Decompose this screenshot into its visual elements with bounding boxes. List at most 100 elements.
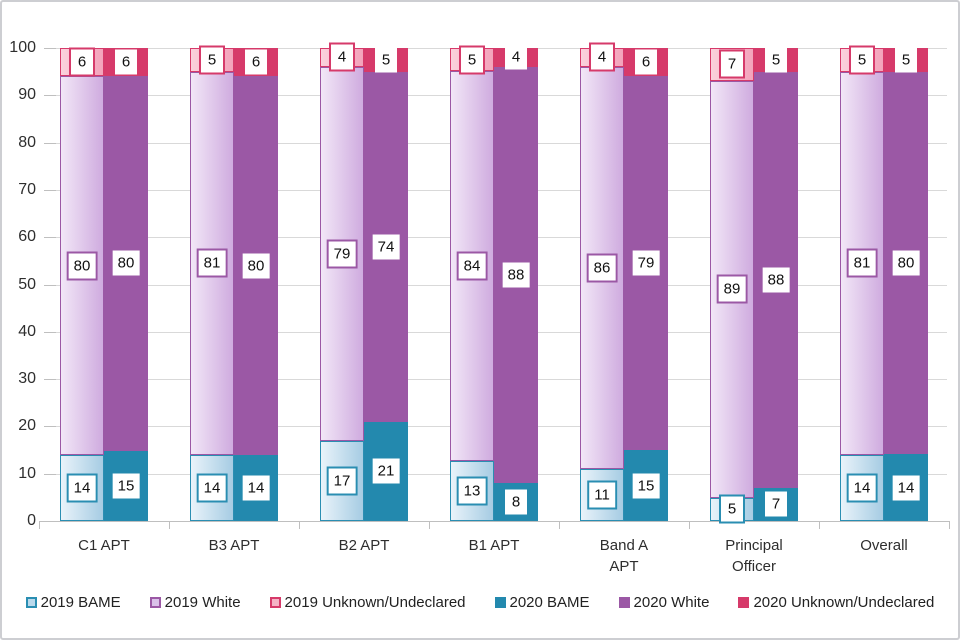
- data-label-2020-unknown-undeclared-band-a-apt: 6: [635, 49, 657, 75]
- data-label-2019-unknown-undeclared-principal-officer: 7: [719, 49, 745, 79]
- data-label-2020-bame-b1-apt: 8: [505, 489, 527, 515]
- y-axis-tick-60: [44, 237, 56, 239]
- category-label-overall: Overall: [819, 535, 949, 556]
- y-axis-tick-50: [44, 284, 56, 286]
- y-axis-label-50: 50: [18, 275, 36, 293]
- legend-swatch-2020-unknown-undeclared: [738, 597, 750, 608]
- data-label-2019-white-b3-apt: 81: [196, 248, 228, 278]
- data-label-2019-white-b1-apt: 84: [456, 251, 488, 281]
- y-axis-label-100: 100: [9, 39, 36, 56]
- data-label-2019-bame-principal-officer: 5: [719, 494, 745, 524]
- y-axis-tick-30: [44, 379, 56, 381]
- data-label-2020-unknown-undeclared-b2-apt: 5: [375, 47, 397, 73]
- x-axis-tick-4: [559, 521, 560, 529]
- x-axis-tick-5: [689, 521, 690, 529]
- y-axis-tick-20: [44, 426, 56, 428]
- data-label-2020-unknown-undeclared-b1-apt: 4: [505, 44, 527, 70]
- category-label-line: APT: [609, 558, 639, 575]
- legend-label-2020-white: 2020 White: [633, 594, 710, 611]
- data-label-2020-white-c1-apt: 80: [112, 250, 140, 276]
- data-label-2020-unknown-undeclared-principal-officer: 5: [765, 47, 787, 73]
- y-axis-label-40: 40: [18, 322, 36, 340]
- category-label-c1-apt: C1 APT: [39, 535, 169, 556]
- data-label-2020-unknown-undeclared-overall: 5: [895, 47, 917, 73]
- data-label-2020-unknown-undeclared-c1-apt: 6: [115, 49, 137, 75]
- data-label-2020-white-b2-apt: 74: [372, 234, 400, 260]
- y-axis-label-90: 90: [18, 86, 36, 104]
- legend-swatch-2019-bame: [25, 597, 37, 608]
- data-label-2019-unknown-undeclared-band-a-apt: 4: [589, 42, 615, 72]
- data-label-2020-white-overall: 80: [892, 250, 920, 276]
- y-axis-label-0: 0: [27, 512, 36, 529]
- category-label-line: Band A: [599, 537, 649, 554]
- category-label-principal-officer: Principal Officer: [689, 535, 819, 577]
- y-axis-tick-100: [44, 48, 56, 49]
- category-label-band-a-apt: Band A APT: [559, 535, 689, 577]
- data-label-2019-bame-c1-apt: 14: [66, 473, 98, 503]
- y-axis-label-60: 60: [18, 228, 36, 246]
- category-label-line: Officer: [732, 558, 776, 575]
- x-axis-line: [39, 521, 949, 522]
- data-label-2019-bame-b3-apt: 14: [196, 473, 228, 503]
- x-axis-tick-0: [39, 521, 40, 529]
- y-axis-label-70: 70: [18, 180, 36, 198]
- data-label-2020-white-principal-officer: 88: [762, 267, 790, 293]
- legend-label-2020-unknown-undeclared: 2020 Unknown/Undeclared: [753, 594, 935, 611]
- data-label-2020-white-b3-apt: 80: [242, 253, 270, 279]
- x-axis-tick-2: [299, 521, 300, 529]
- data-label-2019-unknown-undeclared-b1-apt: 5: [459, 45, 485, 75]
- x-axis-tick-3: [429, 521, 430, 529]
- legend: 2019 BAME 2019 White 2019 Unknown/Undeclar…: [2, 594, 958, 611]
- data-label-2020-white-b1-apt: 88: [502, 262, 530, 288]
- legend-swatch-2020-bame: [494, 597, 506, 608]
- legend-label-2019-bame: 2019 BAME: [40, 594, 121, 611]
- legend-swatch-2020-white: [618, 597, 630, 608]
- data-label-2019-bame-overall: 14: [846, 473, 878, 503]
- x-axis-tick-1: [169, 521, 170, 529]
- data-label-2019-white-band-a-apt: 86: [586, 253, 618, 283]
- legend-item-2020-white: 2020 White: [618, 594, 710, 611]
- category-label-b2-apt: B2 APT: [299, 535, 429, 556]
- legend-item-2019-unknown-undeclared: 2019 Unknown/Undeclared: [269, 594, 466, 611]
- legend-swatch-2019-unknown-undeclared: [269, 597, 281, 608]
- data-label-2019-unknown-undeclared-b2-apt: 4: [329, 42, 355, 72]
- data-label-2019-bame-b2-apt: 17: [326, 466, 358, 496]
- category-label-line: C1 APT: [78, 537, 130, 554]
- legend-label-2019-white: 2019 White: [164, 594, 241, 611]
- data-label-2019-unknown-undeclared-b3-apt: 5: [199, 45, 225, 75]
- legend-label-2019-unknown-undeclared: 2019 Unknown/Undeclared: [284, 594, 466, 611]
- y-axis-tick-10: [44, 473, 56, 475]
- legend-item-2019-bame: 2019 BAME: [25, 594, 121, 611]
- data-label-2019-white-c1-apt: 80: [66, 251, 98, 281]
- y-axis-label-20: 20: [18, 417, 36, 435]
- y-axis-tick-0: [44, 521, 56, 522]
- data-label-2019-unknown-undeclared-overall: 5: [849, 45, 875, 75]
- y-axis-tick-70: [44, 189, 56, 191]
- data-label-2020-unknown-undeclared-b3-apt: 6: [245, 49, 267, 75]
- x-axis-tick-6: [819, 521, 820, 529]
- y-axis-label-30: 30: [18, 370, 36, 388]
- category-label-line: B2 APT: [338, 537, 390, 554]
- y-axis-tick-40: [44, 331, 56, 333]
- x-axis-tick-7: [949, 521, 950, 529]
- legend-swatch-2019-white: [149, 597, 161, 608]
- category-label-line: Principal: [725, 537, 783, 554]
- data-label-2019-white-b2-apt: 79: [326, 239, 358, 269]
- data-label-2020-bame-b2-apt: 21: [372, 458, 400, 484]
- legend-item-2019-white: 2019 White: [149, 594, 241, 611]
- y-axis-label-80: 80: [18, 133, 36, 151]
- legend-item-2020-bame: 2020 BAME: [494, 594, 590, 611]
- category-label-b3-apt: B3 APT: [169, 535, 299, 556]
- category-label-line: Overall: [860, 537, 908, 554]
- category-label-line: B1 APT: [468, 537, 520, 554]
- data-label-2019-white-principal-officer: 89: [716, 274, 748, 304]
- data-label-2019-bame-b1-apt: 13: [456, 476, 488, 506]
- data-label-2020-bame-b3-apt: 14: [242, 475, 270, 501]
- y-axis-tick-80: [44, 142, 56, 144]
- data-label-2019-white-overall: 81: [846, 248, 878, 278]
- data-label-2020-bame-principal-officer: 7: [765, 491, 787, 517]
